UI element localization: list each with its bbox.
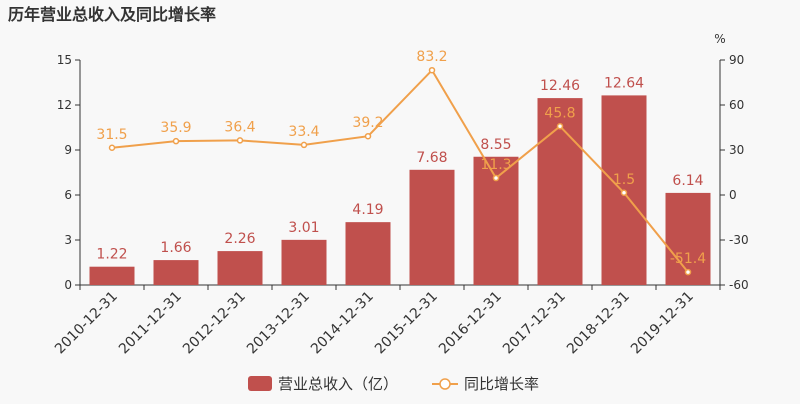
growth-rate-label: 39.2 <box>352 115 383 131</box>
x-tick-label: 2016-12-31 <box>436 289 505 358</box>
y-right-tick-label: 0 <box>729 188 737 202</box>
right-axis-unit: % <box>714 32 725 46</box>
growth-rate-point <box>620 189 628 196</box>
y-right-tick-label: -60 <box>729 278 749 292</box>
y-right-tick-label: 90 <box>729 53 744 67</box>
growth-rate-label: 11.3 <box>480 157 511 173</box>
x-tick-label: 2013-12-31 <box>244 289 313 358</box>
y-left-tick-label: 12 <box>57 98 72 112</box>
bar <box>281 239 327 285</box>
bar-value-label: 3.01 <box>288 220 319 236</box>
x-tick-label: 2011-12-31 <box>116 289 185 358</box>
y-right-tick-label: -30 <box>729 233 749 247</box>
bar <box>217 251 263 285</box>
growth-rate-point <box>428 66 436 74</box>
growth-rate-label: 35.9 <box>160 120 191 136</box>
bar-value-label: 12.64 <box>604 75 644 91</box>
chart-title: 历年营业总收入及同比增长率 <box>8 5 216 24</box>
bar <box>409 169 455 285</box>
growth-rate-label: 1.5 <box>613 172 635 188</box>
growth-rate-point <box>364 132 372 140</box>
bar-value-label: 2.26 <box>224 231 255 247</box>
growth-rate-label: 83.2 <box>416 49 447 65</box>
bar <box>153 260 199 285</box>
legend-line-label: 同比增长率 <box>464 375 539 393</box>
y-left-tick-label: 6 <box>64 188 72 202</box>
y-right-tick-label: 60 <box>729 98 744 112</box>
growth-rate-point <box>492 174 500 182</box>
growth-rate-label: -51.4 <box>670 251 706 267</box>
growth-rate-label: 33.4 <box>288 124 319 140</box>
bar <box>345 222 391 285</box>
growth-rate-point <box>300 141 308 149</box>
bar-value-label: 6.14 <box>672 173 703 189</box>
legend-line-marker <box>439 378 451 390</box>
bar-value-label: 8.55 <box>480 137 511 153</box>
legend-bar-label: 营业总收入（亿） <box>278 375 398 393</box>
x-tick-label: 2019-12-31 <box>628 289 697 358</box>
growth-rate-point <box>556 123 564 130</box>
bar-value-label: 1.66 <box>160 240 191 256</box>
x-tick-label: 2018-12-31 <box>564 289 633 358</box>
bar-value-label: 1.22 <box>96 247 127 263</box>
growth-rate-label: 31.5 <box>96 127 127 143</box>
growth-rate-label: 45.8 <box>544 105 575 121</box>
growth-rate-label: 36.4 <box>224 119 255 135</box>
y-left-tick-label: 3 <box>64 233 72 247</box>
x-tick-label: 2017-12-31 <box>500 289 569 358</box>
growth-rate-point <box>684 268 692 276</box>
growth-rate-point <box>108 144 116 151</box>
growth-rate-point <box>236 137 244 144</box>
bar-value-label: 4.19 <box>352 202 383 218</box>
bar-value-label: 7.68 <box>416 150 447 166</box>
y-right-tick-label: 30 <box>729 143 744 157</box>
x-tick-label: 2010-12-31 <box>52 289 121 358</box>
growth-rate-line <box>111 68 689 273</box>
y-left-tick-label: 0 <box>64 278 72 292</box>
x-tick-label: 2012-12-31 <box>180 289 249 358</box>
legend-bar-swatch <box>248 376 272 391</box>
bar-value-label: 12.46 <box>540 78 580 94</box>
growth-rate-point <box>172 137 180 145</box>
y-left-tick-label: 9 <box>64 143 72 157</box>
y-left-tick-label: 15 <box>57 53 72 67</box>
x-tick-label: 2015-12-31 <box>372 289 441 358</box>
x-tick-label: 2014-12-31 <box>308 289 377 358</box>
bar <box>89 266 135 285</box>
